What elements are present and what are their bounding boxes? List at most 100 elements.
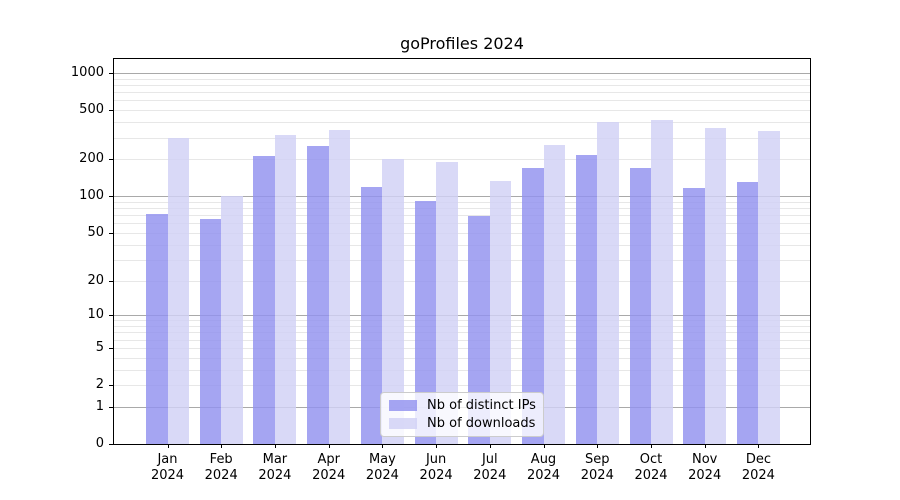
x-axis: Jan 2024 Feb 2024 Mar 2024 Apr 2024 May 2024… (114, 452, 812, 492)
gridline-minor (114, 215, 810, 216)
gridline-minor (114, 280, 810, 282)
gridline-minor (114, 84, 810, 86)
x-tick-mark (543, 444, 545, 448)
legend-item-downloads: Nb of downloads (389, 416, 535, 431)
gridline-minor (114, 259, 810, 261)
y-axis: 0 1 2 5 10 20 50 100 200 500 1000 (0, 58, 108, 451)
y-tick-label: 2 (95, 377, 104, 392)
bar-nb-of-downloads-4 (382, 159, 404, 444)
gridline-minor (114, 320, 810, 322)
bar-nb-of-distinct-ips-0 (146, 214, 168, 444)
bar-nb-of-distinct-ips-2 (253, 156, 275, 444)
x-tick-label: Jun 2024 (419, 452, 453, 483)
gridline-minor (114, 100, 810, 102)
bar-nb-of-downloads-7 (543, 144, 565, 444)
plot-area: Nb of distinct IPs Nb of downloads (109, 58, 811, 448)
bar-nb-of-downloads-10 (704, 128, 727, 444)
gridline-minor (114, 332, 810, 334)
x-tick-label: Sep 2024 (580, 452, 614, 483)
x-tick-mark (436, 444, 438, 448)
y-tick-label: 500 (79, 102, 104, 118)
bar-nb-of-downloads-11 (758, 131, 780, 444)
bar-nb-of-distinct-ips-6 (468, 215, 490, 444)
gridline-minor (114, 201, 810, 203)
bar-nb-of-downloads-0 (167, 137, 189, 444)
bar-nb-of-downloads-8 (597, 121, 619, 444)
y-tick-mark (109, 196, 113, 198)
y-tick-mark (109, 315, 113, 317)
x-tick-label: Oct 2024 (634, 452, 668, 483)
legend-label-downloads: Nb of downloads (427, 416, 536, 431)
y-tick-mark (109, 444, 113, 445)
gridline-major (114, 72, 810, 74)
gridline-minor (114, 357, 810, 359)
x-tick-mark (489, 444, 491, 448)
y-tick-mark (109, 110, 113, 112)
y-tick-label: 20 (87, 272, 104, 288)
x-tick-label: Jul 2024 (473, 452, 507, 483)
y-tick-mark (109, 159, 113, 161)
x-tick-label: Jan 2024 (150, 452, 185, 483)
gridline-minor (114, 137, 810, 139)
x-tick-label: Dec 2024 (741, 452, 775, 483)
bar-nb-of-distinct-ips-8 (575, 154, 598, 444)
chart-title: goProfiles 2024 (400, 34, 524, 53)
y-tick-label: 5 (95, 339, 104, 355)
y-tick-label: 1 (95, 398, 104, 414)
bar-nb-of-distinct-ips-10 (683, 188, 705, 444)
bar-nb-of-downloads-9 (651, 120, 673, 444)
legend-item-distinct-ips: Nb of distinct IPs (389, 398, 536, 413)
gridline-minor (114, 339, 810, 341)
y-tick-label: 10 (87, 307, 104, 323)
bar-nb-of-distinct-ips-4 (360, 187, 383, 444)
y-tick-label: 200 (79, 151, 104, 167)
bar-nb-of-downloads-6 (489, 180, 512, 444)
gridline-minor (114, 385, 810, 386)
legend-swatch-distinct-ips (389, 400, 417, 411)
y-tick-mark (109, 347, 113, 349)
bar-nb-of-distinct-ips-9 (629, 168, 651, 444)
x-tick-mark (221, 444, 223, 448)
y-tick-mark (109, 406, 113, 408)
gridline-minor (114, 92, 810, 94)
gridline-minor (114, 232, 810, 234)
y-tick-label: 1000 (70, 64, 104, 80)
x-tick-mark (704, 444, 706, 448)
y-tick-label: 50 (87, 224, 104, 240)
gridline-minor (114, 78, 810, 80)
y-tick-label: 0 (95, 436, 104, 451)
x-tick-mark (167, 444, 169, 448)
gridline-minor (114, 110, 810, 112)
bar-nb-of-distinct-ips-3 (307, 145, 329, 444)
x-tick-mark (597, 444, 599, 448)
gridline-minor (114, 347, 810, 349)
bar-nb-of-downloads-3 (328, 130, 351, 444)
bar-nb-of-downloads-5 (436, 161, 458, 444)
x-tick-mark (758, 444, 760, 448)
x-tick-label: Mar 2024 (258, 452, 292, 483)
bar-nb-of-distinct-ips-5 (414, 200, 437, 444)
bar-nb-of-downloads-1 (221, 196, 243, 444)
x-tick-label: Feb 2024 (204, 452, 238, 483)
legend-swatch-downloads (389, 418, 417, 429)
bar-nb-of-downloads-2 (274, 134, 297, 444)
x-tick-mark (382, 444, 384, 448)
gridline-minor (114, 122, 810, 124)
x-tick-label: May 2024 (365, 452, 399, 483)
y-tick-mark (109, 232, 113, 234)
gridline-minor (114, 369, 810, 371)
x-tick-mark (328, 444, 330, 448)
gridline-minor (114, 208, 810, 209)
legend: Nb of distinct IPs Nb of downloads (380, 392, 544, 437)
x-tick-label: Aug 2024 (526, 452, 561, 483)
y-tick-label: 100 (79, 188, 104, 204)
y-tick-mark (109, 72, 113, 74)
x-tick-mark (651, 444, 652, 448)
y-tick-mark (109, 385, 113, 386)
gridline-minor (114, 326, 810, 327)
legend-label-distinct-ips: Nb of distinct IPs (427, 398, 536, 413)
x-tick-label: Nov 2024 (688, 452, 722, 483)
gridline-major (114, 315, 810, 317)
bar-nb-of-distinct-ips-1 (199, 219, 222, 444)
